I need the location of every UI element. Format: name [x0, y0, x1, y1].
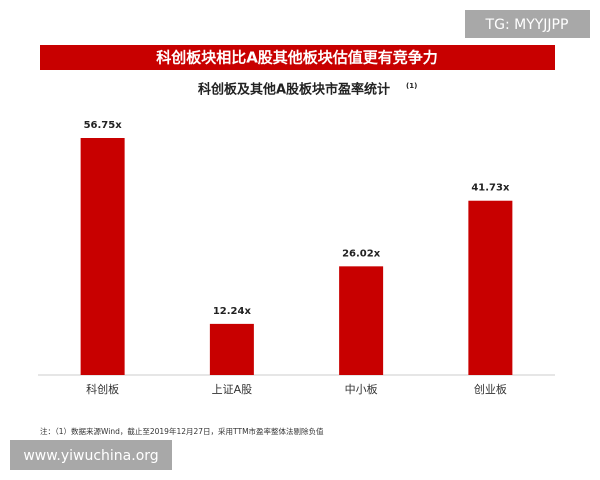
footnote: 注：（1）数据来源Wind，截止至2019年12月27日，采用TTM市盈率整体法…	[40, 426, 324, 436]
watermark-box	[10, 440, 172, 470]
x-tick-label: 科创板	[86, 382, 119, 396]
value-label: 12.24x	[213, 306, 252, 317]
value-label: 26.02x	[342, 248, 381, 259]
watermark-box	[465, 10, 590, 38]
bar	[80, 138, 125, 375]
banner: 科创板块相比A股其他板块估值更有竞争力	[156, 49, 438, 67]
title-note: (1)	[406, 82, 417, 90]
x-tick-label: 上证A股	[212, 383, 253, 396]
banner-box	[40, 45, 555, 70]
bar	[339, 266, 384, 375]
value-label: 41.73x	[471, 183, 510, 194]
watermark: www.yiwuchina.org	[23, 448, 158, 464]
watermark: TG: MYYJJPP	[485, 17, 569, 33]
bar	[468, 200, 513, 375]
x-tick-label: 创业板	[474, 382, 507, 396]
x-tick-label: 中小板	[345, 382, 378, 396]
bar	[209, 323, 254, 375]
value-label: 56.75x	[84, 120, 123, 131]
chart-title: 科创板及其他A股板块市盈率统计	[198, 82, 390, 98]
